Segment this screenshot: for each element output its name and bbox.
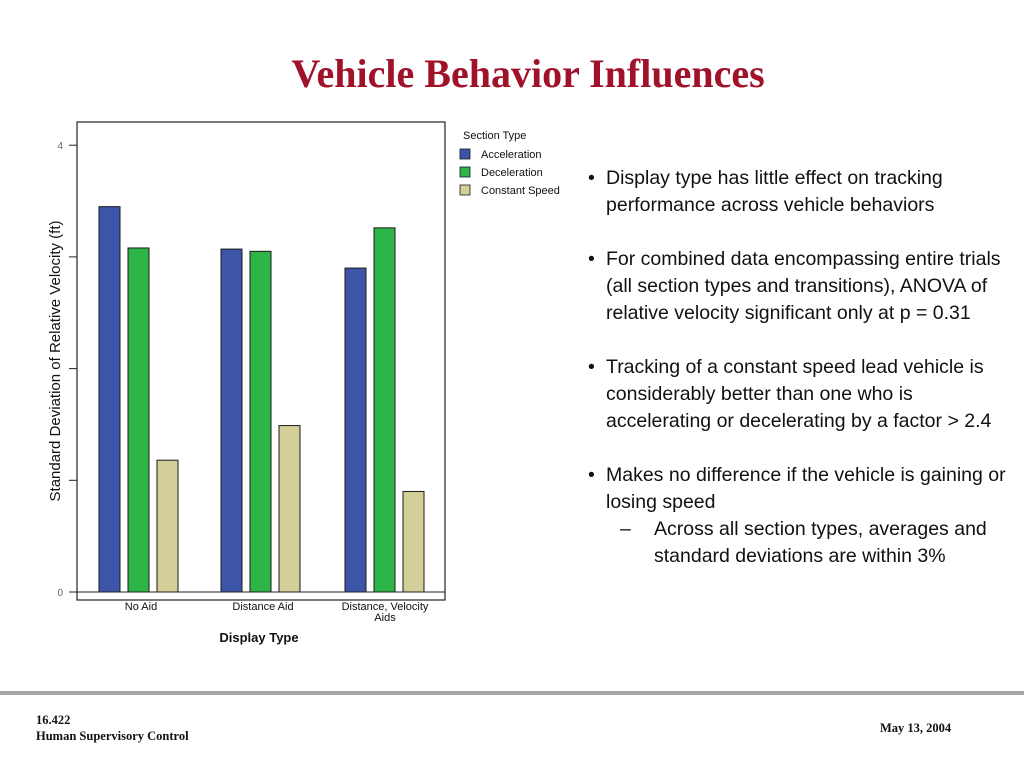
bar-acceleration xyxy=(344,267,367,593)
footer-course: 16.422 Human Supervisory Control xyxy=(36,712,189,744)
legend-swatch xyxy=(459,166,471,178)
bar-deceleration xyxy=(373,227,396,593)
bullet-dot: • xyxy=(588,248,595,270)
y-axis-label: Standard Deviation of Relative Velocity … xyxy=(47,221,64,502)
legend-label: Acceleration xyxy=(481,149,542,161)
legend-swatch xyxy=(459,184,471,196)
bullet-dot: • xyxy=(588,464,595,486)
sub-bullet-text: Across all section types, averages and s… xyxy=(654,518,987,567)
x-tick-label: Distance, Velocity Aids xyxy=(342,601,429,624)
bar-acceleration xyxy=(220,248,243,593)
bullet-item: • Tracking of a constant speed lead vehic… xyxy=(588,354,1018,435)
bullet-text: For combined data encompassing entire tr… xyxy=(606,248,1001,324)
bar-acceleration xyxy=(98,206,121,593)
legend-label: Deceleration xyxy=(481,167,543,179)
bullet-item: • Makes no difference if the vehicle is g… xyxy=(588,462,1018,516)
legend-label: Constant Speed xyxy=(481,185,560,197)
bullet-text: Display type has little effect on tracki… xyxy=(606,167,943,216)
bar-chart: 0 4 No Aid Distance Aid Distance, Velocity A… xyxy=(47,121,560,645)
course-number: 16.422 xyxy=(36,713,71,727)
y-tick-label: 4 xyxy=(57,141,63,152)
bar-deceleration xyxy=(127,247,150,593)
bar-constant-speed xyxy=(402,490,425,593)
plot-frame xyxy=(76,121,446,601)
slide-title: Vehicle Behavior Influences xyxy=(291,51,765,96)
bullet-text: Makes no difference if the vehicle is ga… xyxy=(606,464,1006,513)
x-axis-label: Display Type xyxy=(219,630,298,645)
bullet-dot: • xyxy=(588,356,595,378)
bullet-text: Tracking of a constant speed lead vehicl… xyxy=(606,356,992,432)
sub-bullet-dash: – xyxy=(620,518,631,540)
legend-title: Section Type xyxy=(463,130,526,142)
bullet-list: • Display type has little effect on track… xyxy=(588,165,1018,570)
bullet-item: • Display type has little effect on track… xyxy=(588,165,1018,219)
footer-date: May 13, 2004 xyxy=(880,721,952,735)
course-name: Human Supervisory Control xyxy=(36,729,189,743)
bar-deceleration xyxy=(249,250,272,593)
footer-divider xyxy=(0,691,1024,695)
sub-bullet-item: – Across all section types, averages and … xyxy=(588,516,1018,570)
bar-constant-speed xyxy=(278,425,301,593)
legend-swatch xyxy=(459,148,471,160)
bullet-dot: • xyxy=(588,167,595,189)
x-tick-label: Distance Aid xyxy=(232,601,293,613)
bullet-item: • For combined data encompassing entire t… xyxy=(588,246,1018,327)
y-tick-label: 0 xyxy=(57,588,63,599)
x-tick-label: No Aid xyxy=(125,601,157,613)
bar-constant-speed xyxy=(156,459,179,593)
